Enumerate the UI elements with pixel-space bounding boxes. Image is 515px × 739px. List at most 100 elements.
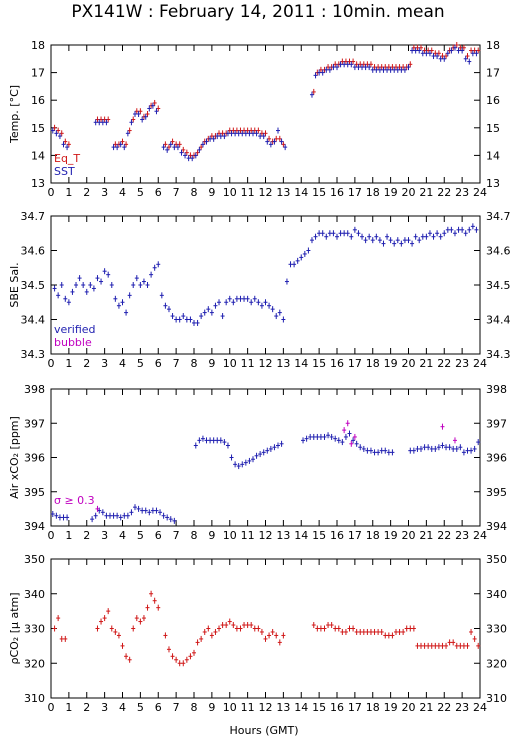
y-tick-label: 397 [24,417,45,430]
data-point [188,653,193,660]
data-point [408,625,413,632]
legend-entry: SST [54,165,75,178]
data-point [440,642,445,649]
data-point [440,442,445,449]
data-point [177,660,182,667]
data-point [352,64,357,71]
data-point [102,268,107,275]
data-point [415,445,420,452]
data-point [386,449,391,456]
data-point [250,456,255,463]
data-point [356,230,361,237]
data-point [295,257,300,264]
data-point [74,282,79,288]
data-point [234,295,239,302]
data-point [204,437,209,444]
data-point [460,226,465,233]
x-tick-label: 20 [402,529,416,542]
x-tick-label: 3 [101,186,108,199]
x-tick-label: 18 [366,701,380,714]
data-point [220,622,225,629]
x-tick-label: 8 [191,701,198,714]
y-tick-label-right: 350 [486,553,507,566]
data-point [458,642,463,649]
data-point [240,461,245,468]
data-point [100,119,105,126]
data-point [54,130,59,137]
data-point [320,69,325,76]
data-point [376,449,381,456]
data-point [99,278,104,285]
data-point [420,233,425,240]
data-point [156,604,161,611]
data-point [431,233,436,240]
y-tick-label: 16 [31,94,45,107]
x-tick-label: 1 [65,701,72,714]
data-point [386,632,391,639]
data-point [419,642,424,649]
data-point [472,635,477,642]
data-point [438,55,443,62]
data-point [449,47,454,54]
data-point [174,656,179,663]
x-tick-label: 0 [48,186,55,199]
data-point [267,632,272,639]
data-point [333,435,338,442]
data-point [249,299,254,306]
x-tick-label: 18 [366,529,380,542]
data-point [147,105,152,112]
y-axis-label: Temp. [°C] [8,85,21,144]
data-point [127,292,132,299]
data-point [131,282,136,288]
x-tick-label: 22 [437,529,451,542]
data-point [281,316,286,323]
data-point [116,632,121,639]
data-point [469,628,474,635]
y-tick-label: 34.6 [21,245,46,258]
data-point [245,295,250,302]
data-point [59,635,64,642]
data-point [95,505,100,512]
x-tick-label: 2 [83,186,90,199]
data-point [238,625,243,632]
data-point [109,625,114,632]
data-point [338,61,343,68]
data-point [270,628,275,635]
x-tick-label: 4 [119,186,126,199]
x-tick-label: 1 [65,357,72,370]
data-point [65,514,70,521]
data-point [399,66,404,73]
data-point [456,226,461,233]
x-tick-label: 17 [348,701,362,714]
x-tick-label: 23 [455,357,469,370]
data-point [461,449,466,456]
data-point [349,440,354,447]
data-point [406,64,411,71]
data-point [347,625,352,632]
x-tick-label: 2 [83,529,90,542]
data-point [449,226,454,233]
data-point [254,130,259,137]
x-tick-label: 10 [223,186,237,199]
data-point [256,625,261,632]
data-point [388,237,393,244]
data-point [107,512,112,519]
data-point [363,237,368,244]
data-point [127,656,132,663]
data-point [200,141,205,148]
data-point [106,608,111,615]
data-point [351,625,356,632]
data-point [193,152,198,159]
data-point [476,439,481,446]
x-tick-label: 14 [294,701,308,714]
data-point [352,226,357,233]
data-point [156,261,161,268]
data-point [422,444,427,451]
data-point [168,141,173,148]
data-point [93,119,98,126]
data-point [233,461,238,468]
x-tick-label: 13 [276,357,290,370]
data-point [206,625,211,632]
data-point [91,285,96,292]
data-point [263,299,268,306]
